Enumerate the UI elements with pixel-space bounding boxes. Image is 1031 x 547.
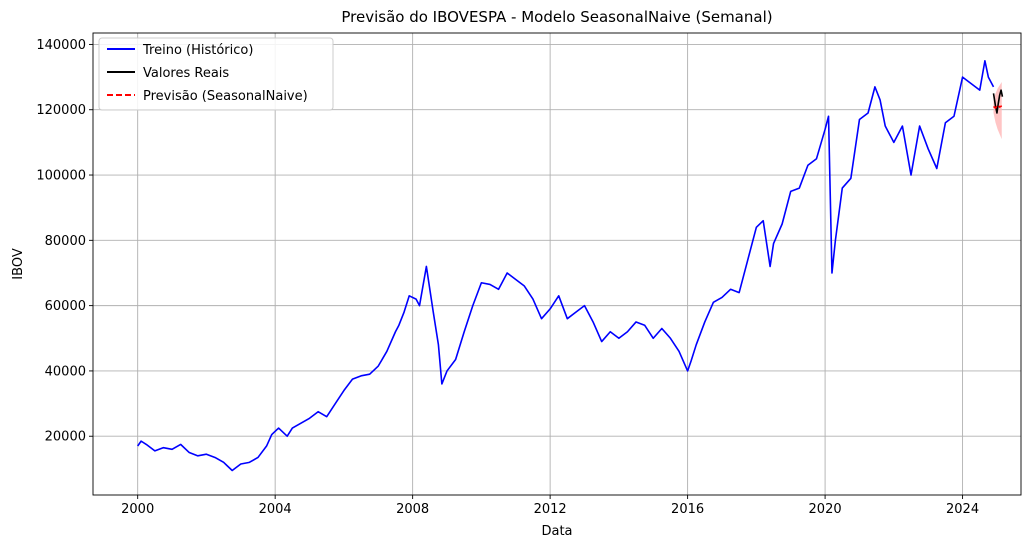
y-tick-label: 140000 xyxy=(36,38,86,53)
x-axis-ticks: 2000 2004 2008 2012 2016 2020 2024 xyxy=(121,495,979,517)
grid xyxy=(93,33,1021,495)
chart-title: Previsão do IBOVESPA - Modelo SeasonalNa… xyxy=(341,8,772,26)
y-axis-label: IBOV xyxy=(11,248,26,280)
plot-area-frame xyxy=(92,32,1022,496)
y-tick-label: 20000 xyxy=(45,430,86,445)
series-previsao-line xyxy=(993,104,1003,109)
x-tick-label: 2024 xyxy=(946,502,979,517)
legend-box xyxy=(98,37,334,111)
series-valores-reais-line xyxy=(992,89,1004,114)
x-tick-label: 2004 xyxy=(259,502,292,517)
x-tick-label: 2000 xyxy=(121,502,154,517)
y-axis-ticks: 20000 40000 60000 80000 100000 120000 140000 xyxy=(36,38,93,445)
x-axis-label: Data xyxy=(541,524,572,539)
x-tick-label: 2012 xyxy=(534,502,567,517)
series-layer xyxy=(137,59,1004,472)
legend: Treino (Histórico) Valores Reais Previsã… xyxy=(98,37,334,111)
legend-label-treino: Treino (Histórico) xyxy=(142,43,253,58)
x-tick-label: 2008 xyxy=(396,502,429,517)
x-tick-label: 2016 xyxy=(671,502,704,517)
y-tick-label: 80000 xyxy=(45,234,86,249)
y-tick-label: 40000 xyxy=(45,364,86,379)
y-tick-label: 100000 xyxy=(36,169,86,184)
series-treino-line xyxy=(137,59,995,472)
x-tick-label: 2020 xyxy=(809,502,842,517)
legend-label-valores-reais: Valores Reais xyxy=(143,66,229,81)
legend-label-previsao: Previsão (SeasonalNaive) xyxy=(143,89,308,104)
y-tick-label: 60000 xyxy=(45,299,86,314)
y-tick-label: 120000 xyxy=(36,103,86,118)
